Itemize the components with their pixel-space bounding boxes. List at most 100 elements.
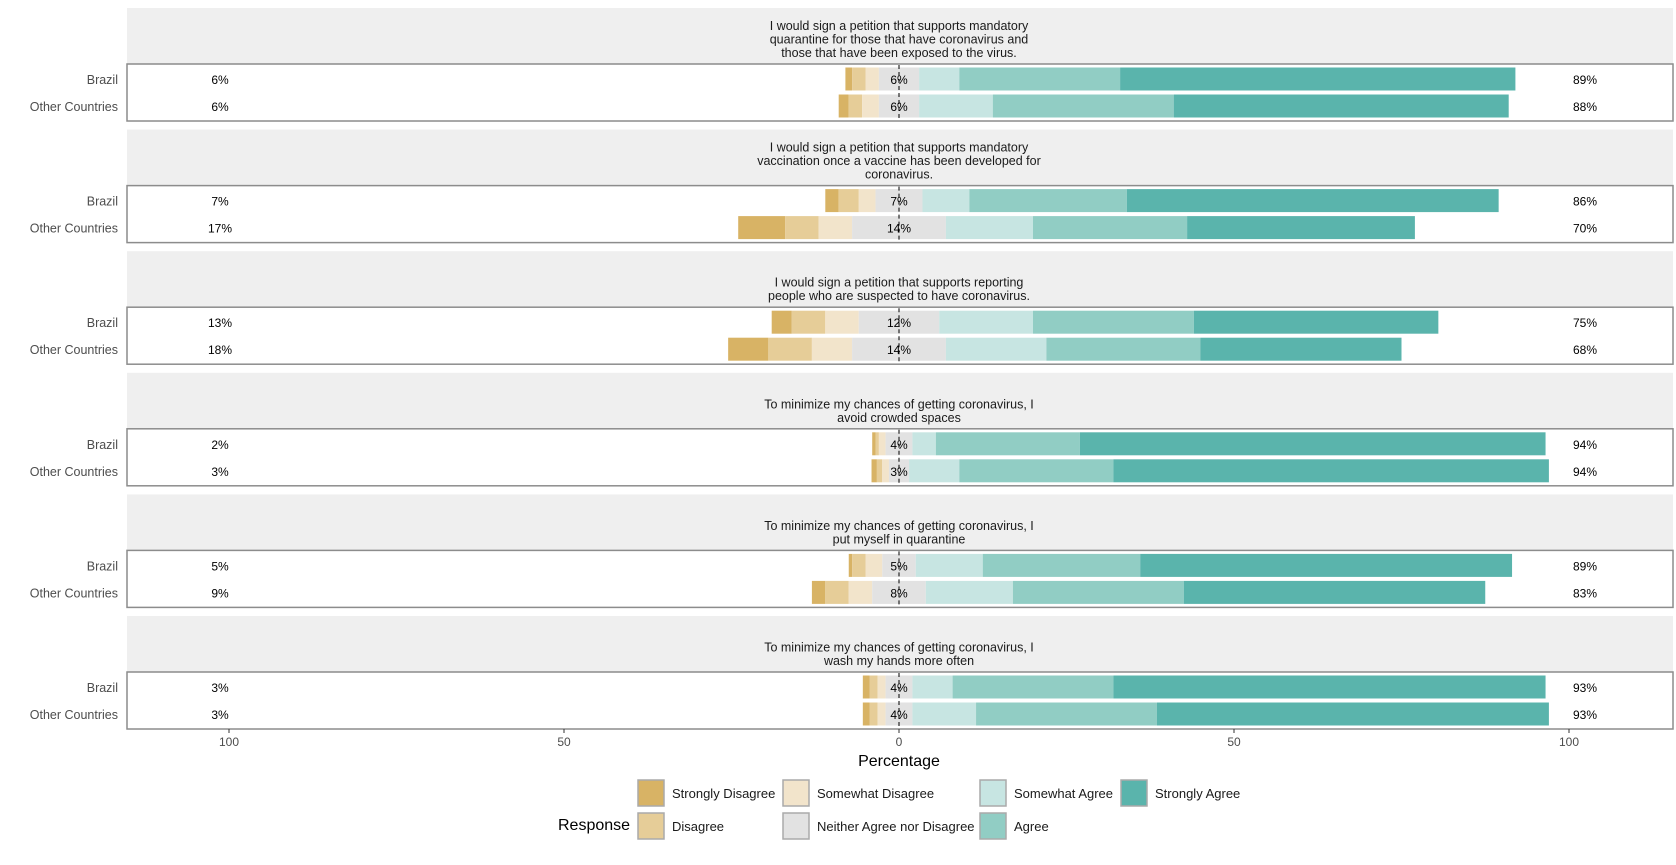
- bar-segment-strongly-disagree: [771, 310, 792, 334]
- legend-label: Agree: [1014, 819, 1049, 834]
- bar-segment-agree: [1033, 310, 1194, 334]
- bar-segment-disagree: [869, 702, 878, 726]
- bar-segment-strongly-disagree: [871, 459, 877, 483]
- bar-segment-somewhat-disagree: [811, 337, 853, 361]
- legend-key-neither-agree-nor-disagree: [782, 812, 810, 840]
- legend-key-strongly-disagree: [637, 779, 665, 807]
- disagree-percent-label: 5%: [211, 559, 229, 573]
- bar-segment-neither-agree-nor-disagree: [852, 216, 946, 240]
- bar-segment-agree: [959, 459, 1114, 483]
- bar-segment-neither-agree-nor-disagree: [878, 94, 920, 118]
- agree-percent-label: 94%: [1573, 438, 1597, 452]
- facet-title-line: people who are suspected to have coronav…: [768, 289, 1030, 303]
- bar-segment-somewhat-disagree: [877, 675, 886, 699]
- bar-segment-somewhat-agree: [925, 580, 1013, 604]
- agree-percent-label: 89%: [1573, 559, 1597, 573]
- bar-segment-strongly-agree: [1113, 459, 1549, 483]
- bar-segment-disagree: [852, 67, 866, 91]
- facet-title-line: avoid crowded spaces: [837, 411, 961, 425]
- bar-segment-agree: [935, 432, 1080, 456]
- facet-panel: I would sign a petition that supports re…: [30, 251, 1674, 365]
- disagree-percent-label: 6%: [211, 73, 229, 87]
- disagree-percent-label: 9%: [211, 586, 229, 600]
- facet-title-line: I would sign a petition that supports re…: [775, 276, 1024, 290]
- facet-title-line: coronavirus.: [865, 168, 933, 182]
- facet-strip: [127, 616, 1673, 672]
- legend-title: Response: [558, 817, 630, 834]
- row-label: Other Countries: [30, 100, 118, 114]
- bar-segment-somewhat-disagree: [865, 553, 883, 577]
- row-label: Brazil: [87, 438, 118, 452]
- bar-segment-somewhat-agree: [919, 67, 960, 91]
- legend-key-agree: [979, 812, 1007, 840]
- x-tick-label: 0: [896, 735, 903, 749]
- bar-segment-somewhat-disagree: [862, 94, 879, 118]
- facet-panel: I would sign a petition that supports ma…: [30, 129, 1674, 244]
- bar-segment-disagree: [838, 189, 859, 213]
- agree-percent-label: 94%: [1573, 465, 1597, 479]
- agree-percent-label: 93%: [1573, 681, 1597, 695]
- bar-segment-strongly-disagree: [862, 675, 870, 699]
- bar-segment-agree: [982, 553, 1141, 577]
- bar-segment-strongly-agree: [1079, 432, 1546, 456]
- legend: Response Strongly Disagree Disagree Somewh…: [558, 779, 1240, 840]
- bar-segment-disagree: [825, 580, 849, 604]
- disagree-percent-label: 7%: [211, 195, 229, 209]
- bar-segment-strongly-disagree: [838, 94, 849, 118]
- legend-key-disagree: [637, 812, 665, 840]
- legend-label: Strongly Agree: [1155, 786, 1240, 801]
- facet-strip: [127, 494, 1673, 551]
- row-label: Brazil: [87, 73, 118, 87]
- agree-percent-label: 88%: [1573, 100, 1597, 114]
- facet-title-line: I would sign a petition that supports ma…: [770, 19, 1029, 33]
- legend-label: Somewhat Agree: [1014, 786, 1113, 801]
- bar-segment-agree: [976, 702, 1157, 726]
- disagree-percent-label: 6%: [211, 100, 229, 114]
- bar-segment-agree: [959, 67, 1121, 91]
- bar-segment-somewhat-disagree: [882, 459, 889, 483]
- facet-title-line: To minimize my chances of getting corona…: [764, 397, 1034, 411]
- bar-segment-somewhat-agree: [919, 94, 993, 118]
- disagree-percent-label: 13%: [208, 316, 232, 330]
- row-label: Brazil: [87, 316, 118, 330]
- bar-segment-somewhat-agree: [915, 553, 983, 577]
- bar-segment-somewhat-agree: [912, 702, 977, 726]
- bar-segment-strongly-disagree: [872, 432, 876, 456]
- facet-title-line: vaccination once a vaccine has been deve…: [757, 154, 1041, 168]
- bar-segment-agree: [969, 189, 1127, 213]
- bar-segment-somewhat-disagree: [858, 189, 876, 213]
- x-tick-label: 100: [219, 735, 239, 749]
- bar-segment-somewhat-agree: [909, 459, 960, 483]
- legend-key-somewhat-agree: [979, 779, 1007, 807]
- bar-segment-neither-agree-nor-disagree: [885, 702, 913, 726]
- agree-percent-label: 70%: [1573, 222, 1597, 236]
- bar-segment-disagree: [875, 432, 879, 456]
- bar-segment-strongly-agree: [1193, 310, 1439, 334]
- x-tick-label: 100: [1559, 735, 1579, 749]
- bar-segment-disagree: [791, 310, 826, 334]
- x-tick-label: 50: [557, 735, 571, 749]
- facet-title-line: I would sign a petition that supports ma…: [770, 141, 1029, 155]
- facet-title-line: those that have been exposed to the viru…: [781, 46, 1017, 60]
- bar-segment-strongly-agree: [1173, 94, 1509, 118]
- bar-segment-strongly-disagree: [728, 337, 769, 361]
- bar-segment-disagree: [848, 94, 863, 118]
- legend-label: Somewhat Disagree: [817, 786, 934, 801]
- bar-segment-strongly-agree: [1156, 702, 1549, 726]
- row-label: Brazil: [87, 681, 118, 695]
- row-label: Other Countries: [30, 222, 118, 236]
- bar-segment-strongly-disagree: [848, 553, 853, 577]
- bar-segment-somewhat-agree: [912, 675, 953, 699]
- row-label: Other Countries: [30, 465, 118, 479]
- row-label: Other Countries: [30, 708, 118, 722]
- bar-segment-strongly-disagree: [825, 189, 839, 213]
- facet-panel: I would sign a petition that supports ma…: [30, 8, 1674, 122]
- disagree-percent-label: 17%: [208, 222, 232, 236]
- bar-segment-agree: [1046, 337, 1201, 361]
- x-axis: 100 50 0 50 100: [219, 729, 1579, 749]
- facet-title-line: To minimize my chances of getting corona…: [764, 519, 1034, 533]
- bar-segment-strongly-agree: [1200, 337, 1402, 361]
- x-axis-title: Percentage: [858, 753, 940, 770]
- facet-title-line: put myself in quarantine: [833, 532, 966, 546]
